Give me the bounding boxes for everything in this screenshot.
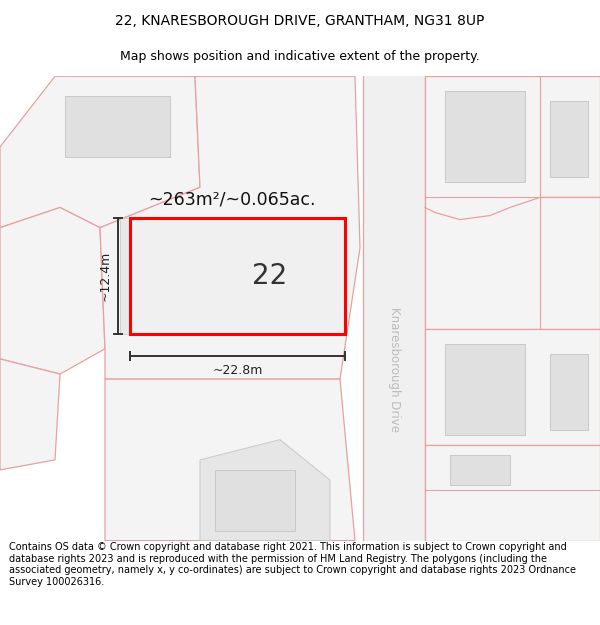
Text: Knaresborough Drive: Knaresborough Drive xyxy=(388,306,401,431)
Polygon shape xyxy=(425,329,600,445)
Bar xyxy=(445,344,525,434)
Polygon shape xyxy=(0,359,60,470)
Polygon shape xyxy=(200,439,330,541)
Polygon shape xyxy=(100,76,360,379)
Text: ~263m²/~0.065ac.: ~263m²/~0.065ac. xyxy=(148,191,316,208)
Bar xyxy=(130,217,345,334)
Bar xyxy=(550,354,588,429)
Text: 22: 22 xyxy=(252,262,287,289)
Bar xyxy=(65,96,170,157)
Bar xyxy=(215,470,295,531)
Text: 22, KNARESBOROUGH DRIVE, GRANTHAM, NG31 8UP: 22, KNARESBOROUGH DRIVE, GRANTHAM, NG31 … xyxy=(115,14,485,28)
Text: ~22.8m: ~22.8m xyxy=(212,364,263,376)
Text: Map shows position and indicative extent of the property.: Map shows position and indicative extent… xyxy=(120,50,480,63)
Bar xyxy=(363,76,425,541)
Polygon shape xyxy=(105,379,355,541)
Bar xyxy=(120,217,285,334)
Polygon shape xyxy=(425,76,600,329)
Text: ~12.4m: ~12.4m xyxy=(98,251,112,301)
Bar xyxy=(550,101,588,178)
Bar xyxy=(450,455,510,485)
Polygon shape xyxy=(0,208,105,374)
Bar xyxy=(445,91,525,182)
Text: Contains OS data © Crown copyright and database right 2021. This information is : Contains OS data © Crown copyright and d… xyxy=(9,542,576,587)
Polygon shape xyxy=(0,76,200,228)
Polygon shape xyxy=(425,445,600,541)
